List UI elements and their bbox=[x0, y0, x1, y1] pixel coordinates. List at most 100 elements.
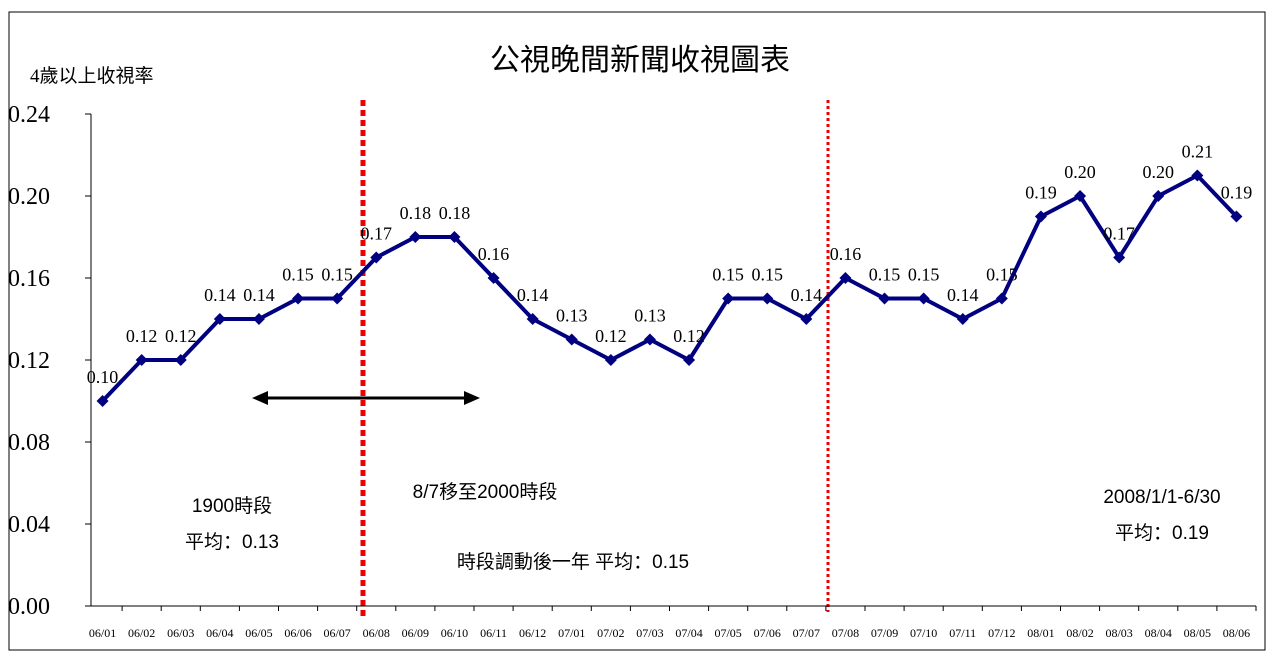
x-tick-label: 08/01 bbox=[1027, 626, 1054, 640]
annotation: 時段調動後一年 平均：0.15 bbox=[457, 551, 689, 573]
data-label: 0.17 bbox=[361, 224, 393, 244]
x-tick-label: 07/11 bbox=[949, 626, 976, 640]
x-tick-label: 07/02 bbox=[597, 626, 624, 640]
marker bbox=[331, 292, 344, 305]
data-label: 0.15 bbox=[908, 265, 940, 285]
x-tick-label: 07/12 bbox=[988, 626, 1015, 640]
y-tick-label: 0.08 bbox=[8, 430, 50, 456]
y-tick-label: 0.00 bbox=[8, 594, 50, 620]
x-tick-label: 08/04 bbox=[1145, 626, 1172, 640]
data-label: 0.13 bbox=[556, 306, 588, 326]
x-tick-label: 07/01 bbox=[558, 626, 585, 640]
marker bbox=[96, 395, 109, 407]
data-label: 0.15 bbox=[712, 265, 744, 285]
marker bbox=[1191, 169, 1204, 182]
marker bbox=[135, 354, 148, 366]
data-label: 0.21 bbox=[1182, 142, 1214, 162]
marker bbox=[604, 354, 617, 366]
y-tick-label: 0.20 bbox=[8, 184, 50, 210]
data-label: 0.17 bbox=[1103, 224, 1135, 244]
x-tick-label: 06/12 bbox=[519, 626, 546, 640]
x-tick-label: 07/03 bbox=[636, 626, 663, 640]
data-label: 0.19 bbox=[1025, 183, 1057, 203]
x-tick-label: 07/08 bbox=[832, 626, 859, 640]
x-tick-label: 06/05 bbox=[245, 626, 272, 640]
data-label: 0.15 bbox=[282, 265, 314, 285]
marker bbox=[800, 313, 813, 325]
marker bbox=[917, 292, 930, 305]
marker bbox=[526, 313, 539, 325]
y-axis-label: 4歲以上收視率 bbox=[30, 65, 154, 87]
data-label: 0.14 bbox=[947, 285, 979, 305]
annotation: 平均：0.19 bbox=[1115, 522, 1209, 544]
marker bbox=[878, 292, 891, 305]
marker bbox=[995, 292, 1008, 305]
data-label: 0.16 bbox=[830, 244, 862, 264]
x-tick-label: 08/02 bbox=[1066, 626, 1093, 640]
x-tick-label: 06/08 bbox=[363, 626, 390, 640]
y-tick-label: 0.24 bbox=[8, 102, 50, 128]
marker bbox=[643, 333, 656, 346]
x-tick-label: 06/10 bbox=[441, 626, 468, 640]
data-label: 0.15 bbox=[752, 265, 784, 285]
annotation: 1900時段 bbox=[192, 495, 272, 517]
marker bbox=[1152, 190, 1165, 202]
data-label: 0.12 bbox=[126, 326, 158, 346]
marker bbox=[839, 272, 852, 284]
data-label: 0.14 bbox=[791, 285, 823, 305]
marker bbox=[252, 313, 265, 325]
data-label: 0.14 bbox=[517, 285, 549, 305]
y-tick-label: 0.16 bbox=[8, 266, 50, 292]
x-tick-label: 07/07 bbox=[793, 626, 820, 640]
y-tick-label: 0.04 bbox=[8, 512, 50, 538]
data-label: 0.14 bbox=[204, 285, 236, 305]
marker bbox=[1230, 210, 1243, 223]
data-label: 0.13 bbox=[634, 306, 666, 326]
data-label: 0.19 bbox=[1221, 183, 1253, 203]
annotation: 8/7移至2000時段 bbox=[413, 481, 558, 503]
frame bbox=[8, 11, 1266, 651]
marker bbox=[448, 231, 461, 243]
data-label: 0.15 bbox=[321, 265, 353, 285]
x-tick-label: 07/05 bbox=[714, 626, 741, 640]
data-label: 0.12 bbox=[595, 326, 627, 346]
marker bbox=[1074, 190, 1087, 202]
annotation: 平均：0.13 bbox=[185, 531, 279, 553]
x-tick-label: 06/02 bbox=[128, 626, 155, 640]
x-tick-label: 06/01 bbox=[89, 626, 116, 640]
x-tick-label: 07/10 bbox=[910, 626, 937, 640]
marker bbox=[683, 354, 696, 366]
marker bbox=[1034, 210, 1047, 223]
marker bbox=[409, 231, 422, 243]
data-label: 0.18 bbox=[439, 203, 471, 223]
y-tick-label: 0.12 bbox=[8, 348, 50, 374]
data-label: 0.16 bbox=[478, 244, 510, 264]
marker bbox=[292, 292, 305, 305]
x-tick-label: 06/07 bbox=[323, 626, 350, 640]
marker bbox=[1113, 251, 1126, 264]
x-tick-label: 06/04 bbox=[206, 626, 233, 640]
x-tick-label: 07/04 bbox=[675, 626, 702, 640]
x-tick-label: 06/03 bbox=[167, 626, 194, 640]
marker bbox=[761, 292, 774, 305]
marker bbox=[956, 313, 969, 325]
x-tick-label: 07/06 bbox=[754, 626, 781, 640]
marker bbox=[370, 251, 383, 264]
x-tick-label: 07/09 bbox=[871, 626, 898, 640]
x-tick-label: 08/06 bbox=[1223, 626, 1250, 640]
data-label: 0.18 bbox=[400, 203, 432, 223]
data-label: 0.15 bbox=[869, 265, 901, 285]
data-label: 0.20 bbox=[1143, 162, 1175, 182]
data-label: 0.14 bbox=[243, 285, 275, 305]
marker bbox=[213, 313, 226, 325]
line bbox=[101, 173, 1238, 403]
data-label: 0.12 bbox=[165, 326, 197, 346]
chart-title: 公視晚間新聞收視圖表 bbox=[490, 44, 790, 77]
data-label: 0.15 bbox=[986, 265, 1018, 285]
data-label: 0.20 bbox=[1064, 162, 1096, 182]
x-tick-label: 08/05 bbox=[1184, 626, 1211, 640]
x-tick-label: 06/09 bbox=[402, 626, 429, 640]
x-tick-label: 06/06 bbox=[284, 626, 311, 640]
marker bbox=[487, 272, 500, 284]
